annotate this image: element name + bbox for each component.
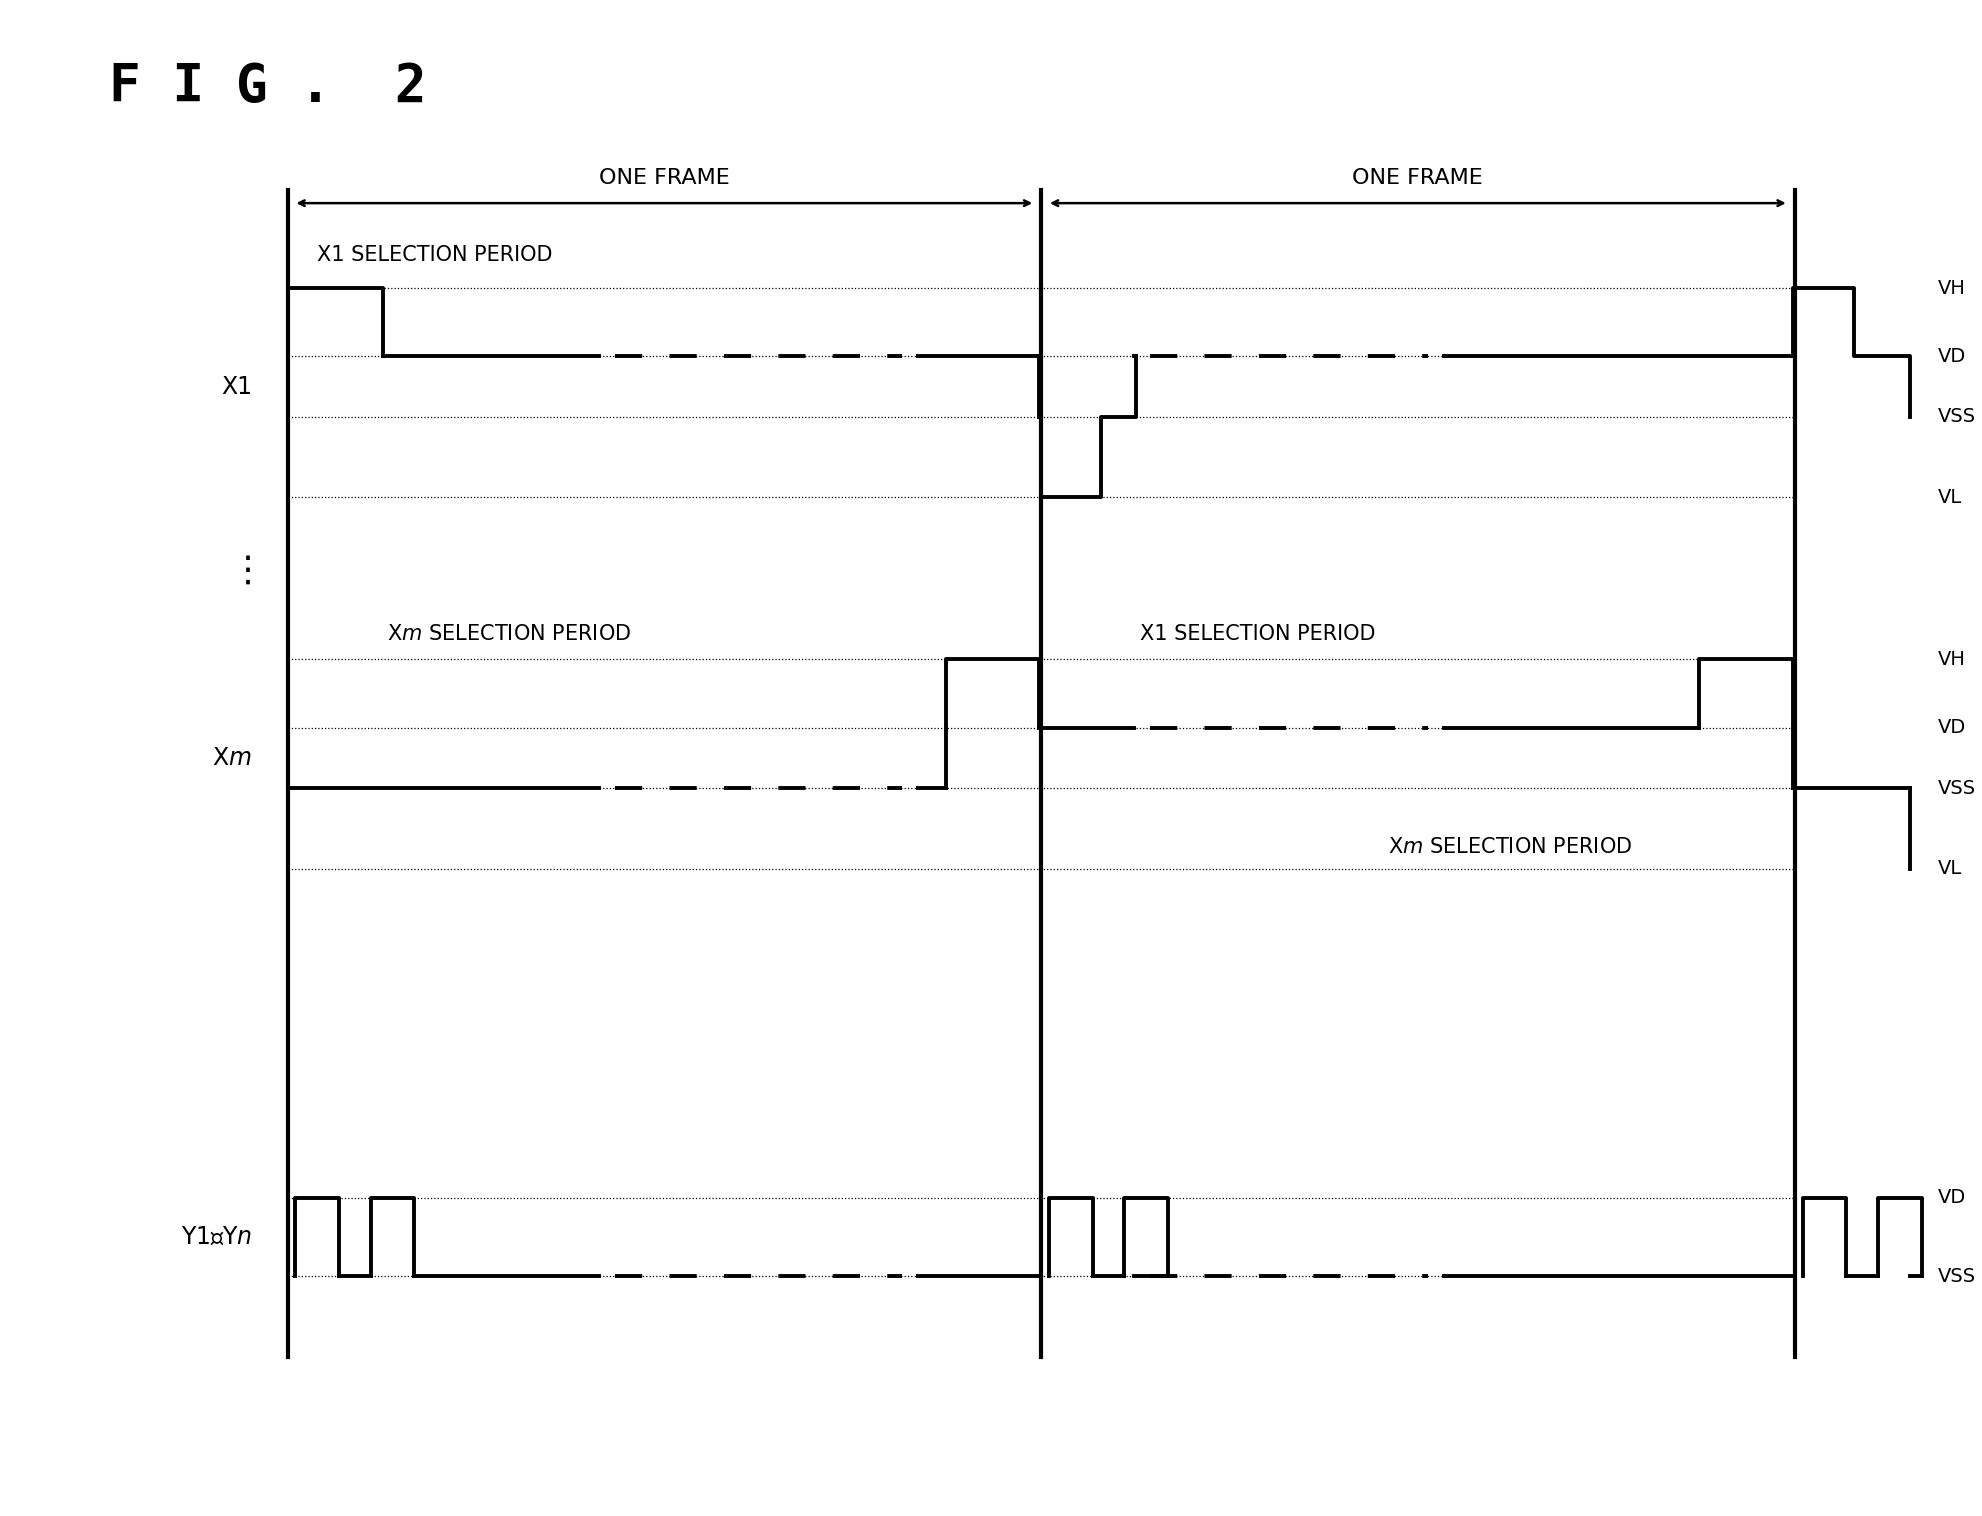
Text: VSS: VSS xyxy=(1936,779,1974,797)
Text: Y1～Y$n$: Y1～Y$n$ xyxy=(180,1225,252,1249)
Text: VSS: VSS xyxy=(1936,1267,1974,1286)
Text: VD: VD xyxy=(1936,1189,1964,1207)
Text: X$m$ SELECTION PERIOD: X$m$ SELECTION PERIOD xyxy=(386,625,630,644)
Text: VL: VL xyxy=(1936,860,1960,878)
Text: X1 SELECTION PERIOD: X1 SELECTION PERIOD xyxy=(317,246,553,265)
Text: ONE FRAME: ONE FRAME xyxy=(1352,168,1483,188)
Text: VH: VH xyxy=(1936,279,1964,297)
Text: X$m$ SELECTION PERIOD: X$m$ SELECTION PERIOD xyxy=(1387,837,1631,857)
Text: X1 SELECTION PERIOD: X1 SELECTION PERIOD xyxy=(1140,625,1376,644)
Text: F I G .  2: F I G . 2 xyxy=(109,61,426,112)
Text: ONE FRAME: ONE FRAME xyxy=(599,168,729,188)
Text: VD: VD xyxy=(1936,347,1964,365)
Text: VL: VL xyxy=(1936,488,1960,506)
Text: VH: VH xyxy=(1936,650,1964,669)
Text: X$m$: X$m$ xyxy=(212,746,252,770)
Text: VSS: VSS xyxy=(1936,408,1974,426)
Text: VD: VD xyxy=(1936,719,1964,737)
Text: ⋮: ⋮ xyxy=(230,553,266,588)
Text: X1: X1 xyxy=(220,374,252,399)
